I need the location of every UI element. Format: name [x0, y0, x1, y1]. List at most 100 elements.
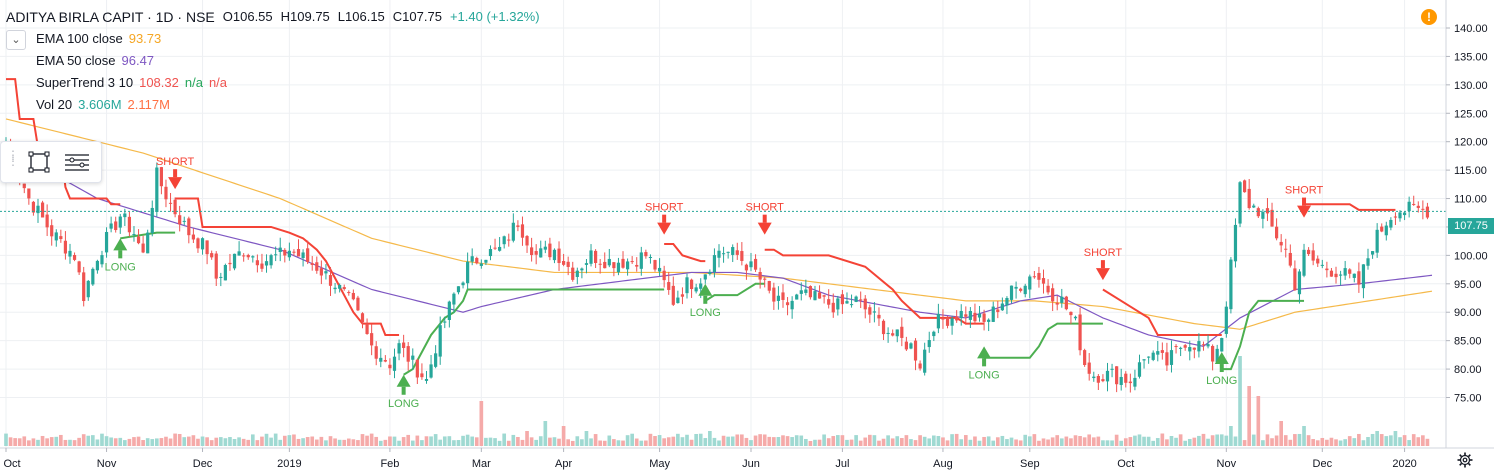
volume-bar — [1329, 437, 1334, 446]
volume-bar — [593, 434, 598, 446]
candle-body — [717, 250, 721, 258]
candle-body — [328, 275, 333, 286]
warning-icon[interactable]: ! — [1421, 9, 1437, 25]
long-arrow-stem — [118, 250, 123, 259]
price-axis[interactable]: 140.00 135.00 130.00 125.00 120.00 115.00 110.… — [1445, 0, 1494, 474]
candle-body — [1366, 258, 1370, 266]
candle-body — [831, 302, 835, 313]
candle-body — [991, 306, 995, 322]
volume-bar — [1101, 440, 1105, 446]
indicator-value: 2.117M — [127, 97, 170, 112]
candle-body — [630, 261, 634, 263]
candle-body — [804, 289, 808, 293]
volume-bar — [799, 435, 804, 446]
candle-body — [402, 342, 406, 348]
candle-body — [1270, 209, 1274, 227]
settings-lines-button[interactable] — [61, 146, 93, 178]
volume-bar — [1192, 437, 1197, 446]
long-arrow-stem — [703, 295, 708, 304]
volume-bar — [767, 436, 772, 446]
signal-short: SHORT — [156, 156, 195, 190]
candle-body — [516, 225, 520, 227]
candle-body — [301, 252, 305, 258]
volume-bar — [456, 440, 461, 446]
candle-body — [740, 251, 744, 261]
volume-bar — [1233, 436, 1238, 446]
volume-bar — [1352, 438, 1357, 446]
volume-bar — [575, 436, 580, 446]
short-arrow-icon — [1095, 268, 1110, 281]
candle-body — [913, 340, 918, 361]
indicator-row[interactable]: Vol 20 3.606M 2.117M — [6, 94, 540, 116]
indicator-row[interactable]: EMA 50 close 96.47 — [6, 50, 540, 72]
candle-body — [1064, 296, 1068, 310]
price-tick-label: 135.00 — [1454, 51, 1488, 63]
volume-bar — [1402, 435, 1407, 446]
candle-body — [982, 313, 986, 322]
time-tick-label: Dec — [193, 458, 213, 470]
volume-bar — [141, 440, 145, 446]
candle-body — [635, 264, 639, 267]
candle-body — [1407, 201, 1411, 212]
volume-bar — [356, 440, 360, 446]
candle-body — [411, 355, 415, 360]
volume-bar — [1096, 436, 1101, 446]
volume-bar — [1037, 440, 1041, 446]
volume-bar — [1320, 437, 1325, 446]
supertrend-segment — [175, 197, 400, 336]
candle-body — [434, 353, 438, 367]
rectangle-tool-button[interactable] — [23, 146, 55, 178]
candle-body — [342, 287, 346, 290]
candle-body — [1243, 180, 1247, 193]
candle-body — [539, 248, 543, 258]
volume-bar — [27, 440, 31, 446]
volume-bar — [1357, 433, 1361, 446]
volume-bar — [397, 440, 401, 446]
candle-body — [488, 249, 493, 257]
last-price-badge: 107.75 — [1448, 218, 1494, 234]
candle-body — [1297, 271, 1302, 295]
volume-bar — [708, 431, 712, 446]
volume-bar — [726, 436, 730, 446]
volume-bar — [100, 433, 104, 446]
grip-icon[interactable]: ⋮ ⋮ — [7, 148, 19, 168]
candle-body — [667, 282, 671, 290]
candle-body — [676, 297, 680, 304]
symbol-title[interactable]: ADITYA BIRLA CAPIT · 1D · NSE — [6, 9, 215, 25]
volume-bar — [1087, 434, 1092, 446]
candle-body — [1156, 351, 1160, 355]
indicator-row[interactable]: SuperTrend 3 10 108.32 n/a n/a — [6, 72, 540, 94]
volume-bar — [1041, 438, 1046, 446]
volume-bar — [552, 437, 557, 446]
indicator-row[interactable]: EMA 100 close 93.73 — [6, 28, 540, 50]
volume-bar — [621, 440, 625, 446]
price-tick-label: 90.00 — [1454, 307, 1482, 319]
volume-bar — [1411, 434, 1416, 446]
volume-bar — [794, 435, 799, 446]
volume-bar — [287, 435, 292, 446]
volume-bar — [40, 435, 45, 446]
candle-body — [1092, 376, 1096, 379]
candle-body — [721, 253, 726, 255]
volume-bar — [1201, 433, 1206, 446]
candle-body — [731, 247, 735, 255]
candle-body — [255, 260, 259, 266]
collapse-legend-button[interactable]: ⌄ — [6, 30, 26, 50]
candle-body — [1316, 258, 1320, 264]
candle-body — [59, 236, 63, 240]
volume-bar — [1128, 437, 1133, 446]
candle-body — [68, 250, 72, 257]
volume-bar — [1027, 436, 1032, 446]
volume-bar — [1000, 435, 1005, 446]
volume-bar — [502, 433, 507, 446]
volume-bar — [1274, 435, 1279, 446]
volume-bar — [232, 439, 237, 446]
candle-body — [758, 272, 762, 280]
candle-body — [1357, 271, 1361, 285]
gear-icon[interactable] — [1457, 452, 1473, 468]
volume-bar — [365, 435, 369, 446]
time-axis[interactable]: Oct Nov Dec 2019 Feb Mar Apr May Jun Jul Aug Sep Oct… — [0, 447, 1494, 474]
candle-body — [141, 243, 145, 253]
volume-bar — [1023, 434, 1028, 446]
